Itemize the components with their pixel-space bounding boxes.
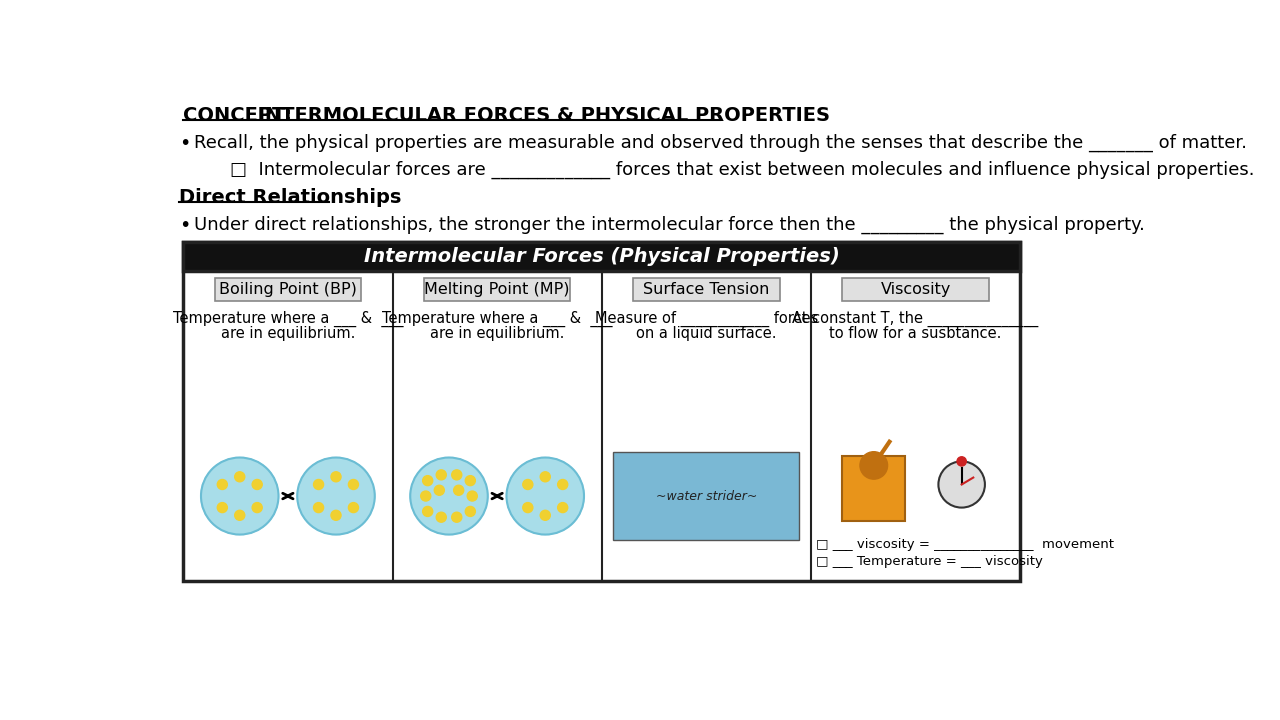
Circle shape <box>938 462 984 508</box>
Text: INTERMOLECULAR FORCES & PHYSICAL PROPERTIES: INTERMOLECULAR FORCES & PHYSICAL PROPERT… <box>251 106 831 125</box>
Text: At constant T, the _______________: At constant T, the _______________ <box>792 310 1039 327</box>
Text: □  Intermolecular forces are _____________ forces that exist between molecules a: □ Intermolecular forces are ____________… <box>229 161 1254 179</box>
Text: Melting Point (MP): Melting Point (MP) <box>425 282 570 297</box>
Circle shape <box>522 503 532 513</box>
Circle shape <box>558 480 568 490</box>
Circle shape <box>467 491 477 501</box>
Circle shape <box>201 457 279 534</box>
Circle shape <box>422 476 433 486</box>
Text: are in equilibrium.: are in equilibrium. <box>430 326 564 341</box>
Circle shape <box>434 485 444 495</box>
Circle shape <box>314 503 324 513</box>
Circle shape <box>332 472 340 482</box>
Text: Recall, the physical properties are measurable and observed through the senses t: Recall, the physical properties are meas… <box>195 134 1247 153</box>
Circle shape <box>452 470 462 480</box>
Text: Direct Relationships: Direct Relationships <box>179 188 402 207</box>
Circle shape <box>522 480 532 490</box>
Bar <box>842 278 989 301</box>
Text: are in equilibrium.: are in equilibrium. <box>220 326 355 341</box>
Circle shape <box>957 456 966 466</box>
Circle shape <box>252 503 262 513</box>
Circle shape <box>411 457 488 534</box>
Bar <box>183 242 1020 581</box>
Circle shape <box>540 510 550 521</box>
Bar <box>634 278 780 301</box>
Circle shape <box>558 503 568 513</box>
Text: Intermolecular Forces (Physical Properties): Intermolecular Forces (Physical Properti… <box>364 247 840 266</box>
Text: Boiling Point (BP): Boiling Point (BP) <box>219 282 357 297</box>
Circle shape <box>453 485 463 495</box>
Text: •: • <box>179 134 191 153</box>
Circle shape <box>465 476 475 486</box>
Circle shape <box>436 470 447 480</box>
Text: on a liquid surface.: on a liquid surface. <box>636 326 777 341</box>
Circle shape <box>421 491 431 501</box>
Circle shape <box>436 512 447 522</box>
Circle shape <box>297 457 375 534</box>
Bar <box>215 278 361 301</box>
Circle shape <box>540 472 550 482</box>
Circle shape <box>507 457 584 534</box>
Bar <box>183 242 1020 271</box>
Text: to flow for a susbtance.: to flow for a susbtance. <box>829 326 1002 341</box>
Circle shape <box>860 451 887 479</box>
Circle shape <box>332 510 340 521</box>
Circle shape <box>348 480 358 490</box>
Circle shape <box>465 506 475 516</box>
Circle shape <box>218 503 228 513</box>
Circle shape <box>234 472 244 482</box>
Bar <box>842 456 905 521</box>
Text: Under direct relationships, the stronger the intermolecular force then the _____: Under direct relationships, the stronger… <box>195 216 1146 234</box>
Text: Surface Tension: Surface Tension <box>643 282 769 297</box>
Bar <box>613 451 800 540</box>
Text: Viscosity: Viscosity <box>881 282 951 297</box>
Text: •: • <box>179 216 191 235</box>
Circle shape <box>252 480 262 490</box>
Circle shape <box>218 480 228 490</box>
Text: CONCEPT:: CONCEPT: <box>183 106 292 125</box>
Circle shape <box>452 512 462 522</box>
Circle shape <box>348 503 358 513</box>
Bar <box>424 278 571 301</box>
Text: □ ___ Temperature = ___ viscosity: □ ___ Temperature = ___ viscosity <box>815 555 1042 568</box>
Text: □ ___ viscosity = _______________  movement: □ ___ viscosity = _______________ moveme… <box>815 539 1114 552</box>
Text: ~water strider~: ~water strider~ <box>655 490 756 503</box>
Circle shape <box>234 510 244 521</box>
Circle shape <box>314 480 324 490</box>
Circle shape <box>422 506 433 516</box>
Text: Temperature where a ___ &  ___: Temperature where a ___ & ___ <box>381 310 612 327</box>
Text: Temperature where a ___ &  ___: Temperature where a ___ & ___ <box>173 310 403 327</box>
Text: Measure of ____________ forces: Measure of ____________ forces <box>595 310 818 327</box>
